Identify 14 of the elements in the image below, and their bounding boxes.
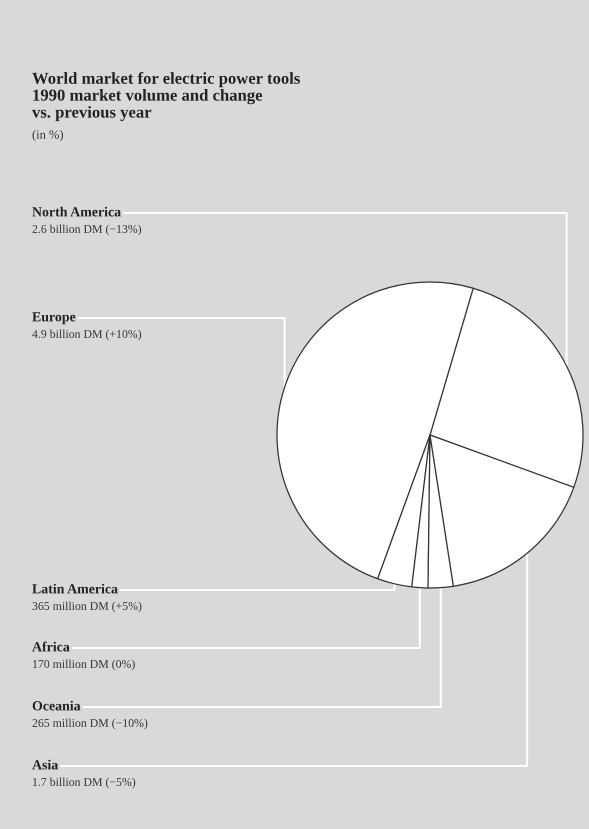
text: 265 million DM (−10%) <box>32 718 148 730</box>
text: 2.6 billion DM (−13%) <box>32 224 142 236</box>
slice-label: Latin America <box>32 584 118 594</box>
text: 1.7 billion DM (−5%) <box>33 778 136 788</box>
chart-title: World market for electric power tools 1990 market volume and change vs. previous year <box>32 72 300 122</box>
slice-label: North America <box>32 206 121 216</box>
chart-subtitle: (in %) <box>32 130 64 142</box>
slice-label: Asia <box>32 760 58 770</box>
slice-label: Oceania <box>32 700 80 710</box>
slice-label: Europe <box>32 312 76 324</box>
slice-label: Africa <box>32 642 70 652</box>
text: 4.9 billion DM (+10%) <box>32 330 142 340</box>
text: 365 million DM (+5%) <box>32 602 142 612</box>
text: 170 million DM (0%) <box>33 660 135 670</box>
